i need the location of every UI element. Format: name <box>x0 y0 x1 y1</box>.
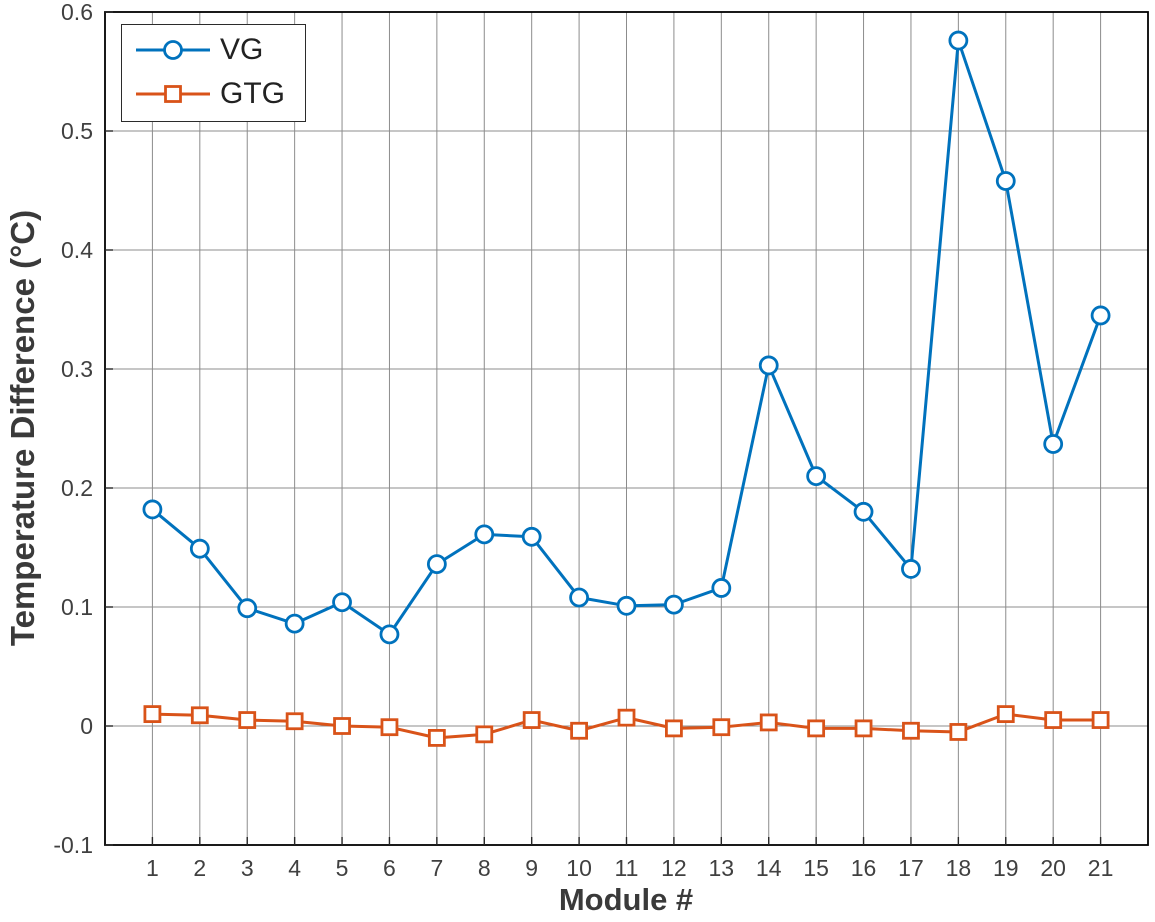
plot-area: 1 2 3 4 5 6 7 8 9 10 11 12 13 14 15 16 17 18 19 20 21-0.100.… <box>53 0 1149 881</box>
x-tick-label: 7 <box>430 855 443 881</box>
y-tick-label: 0.5 <box>61 118 93 144</box>
marker-circle-vg <box>237 598 258 619</box>
marker-circle-vg <box>332 592 352 613</box>
y-tick-label: -0.1 <box>53 832 93 858</box>
x-tick-label: 8 <box>478 855 491 881</box>
y-tick-label: 0.2 <box>61 475 93 501</box>
legend: VG GTG <box>121 24 306 122</box>
marker-square-gtg <box>475 725 494 744</box>
marker-circle-vg <box>142 499 163 520</box>
legend-item-vg[interactable]: VG <box>132 29 285 71</box>
x-tick-label: 19 <box>993 855 1019 881</box>
x-tick-label: 11 <box>615 855 639 881</box>
marker-square-gtg <box>665 719 683 738</box>
marker-square-gtg <box>759 713 778 732</box>
marker-circle-vg <box>853 501 874 522</box>
marker-square-gtg <box>238 711 257 729</box>
y-tick-label: 0 <box>80 713 93 739</box>
x-tick-label: 16 <box>851 855 877 881</box>
marker-square-gtg <box>143 705 162 723</box>
marker-circle-vg <box>948 30 969 51</box>
x-tick-label: 17 <box>898 855 924 881</box>
marker-square-gtg <box>712 718 731 737</box>
x-tick-label: 20 <box>1040 855 1066 881</box>
marker-circle-vg <box>901 559 921 579</box>
x-tick-label: 4 <box>288 855 301 881</box>
y-tick-label: 0.4 <box>61 237 93 263</box>
marker-square-gtg <box>807 719 826 738</box>
marker-square-gtg <box>522 711 541 729</box>
marker-square-gtg <box>1091 711 1110 729</box>
marker-square-gtg <box>333 717 351 735</box>
y-tick-label: 0.1 <box>61 594 93 620</box>
x-tick-label: 9 <box>525 855 538 881</box>
marker-square-gtg <box>1044 711 1063 729</box>
x-tick-label: 10 <box>566 855 592 881</box>
marker-square-gtg <box>427 729 446 747</box>
marker-square-gtg <box>190 706 209 725</box>
marker-square-gtg <box>996 705 1015 723</box>
y-tick-label: 0.6 <box>61 0 93 25</box>
marker-square-gtg <box>617 708 636 727</box>
marker-circle-vg <box>616 595 637 616</box>
marker-circle-vg <box>664 594 684 615</box>
y-tick-label: 0.3 <box>61 356 93 382</box>
x-tick-label: 3 <box>241 855 254 881</box>
marker-circle-vg <box>1043 434 1064 454</box>
marker-square-gtg <box>380 718 399 737</box>
legend-label-vg: VG <box>220 33 264 66</box>
marker-circle-vg <box>189 538 210 559</box>
marker-circle-vg <box>806 466 827 487</box>
marker-square-gtg <box>854 719 873 738</box>
x-axis-label: Module # <box>559 882 693 917</box>
marker-circle-vg <box>521 526 542 547</box>
marker-circle-vg <box>995 171 1016 191</box>
x-tick-label: 21 <box>1088 855 1114 881</box>
marker-circle-vg <box>474 524 495 545</box>
x-tick-label: 12 <box>661 855 687 881</box>
legend-item-gtg[interactable]: GTG <box>132 73 285 115</box>
marker-circle-vg <box>426 554 447 575</box>
x-tick-label: 13 <box>709 855 735 881</box>
x-tick-label: 15 <box>803 855 829 881</box>
vg-line-marker-sample <box>136 40 210 60</box>
x-tick-label: 5 <box>336 855 349 881</box>
legend-label-gtg: GTG <box>220 77 285 110</box>
marker-circle-vg <box>569 587 589 608</box>
marker-circle-vg <box>1090 305 1111 326</box>
marker-circle-vg <box>711 578 732 598</box>
marker-square-gtg <box>570 721 588 740</box>
marker-circle-vg <box>379 624 400 645</box>
x-tick-label: 1 <box>146 855 159 881</box>
x-tick-label: 6 <box>383 855 396 881</box>
marker-circle-vg <box>284 613 305 634</box>
x-tick-label: 14 <box>756 855 782 881</box>
marker-square-gtg <box>949 723 968 741</box>
x-tick-label: 2 <box>193 855 206 881</box>
y-axis-label: Temperature Difference (°C) <box>4 210 41 646</box>
x-tick-label: 18 <box>946 855 972 881</box>
gtg-line-marker-sample <box>136 85 210 103</box>
marker-circle-vg <box>758 355 779 376</box>
marker-square-gtg <box>285 712 304 731</box>
marker-square-gtg <box>902 721 920 740</box>
